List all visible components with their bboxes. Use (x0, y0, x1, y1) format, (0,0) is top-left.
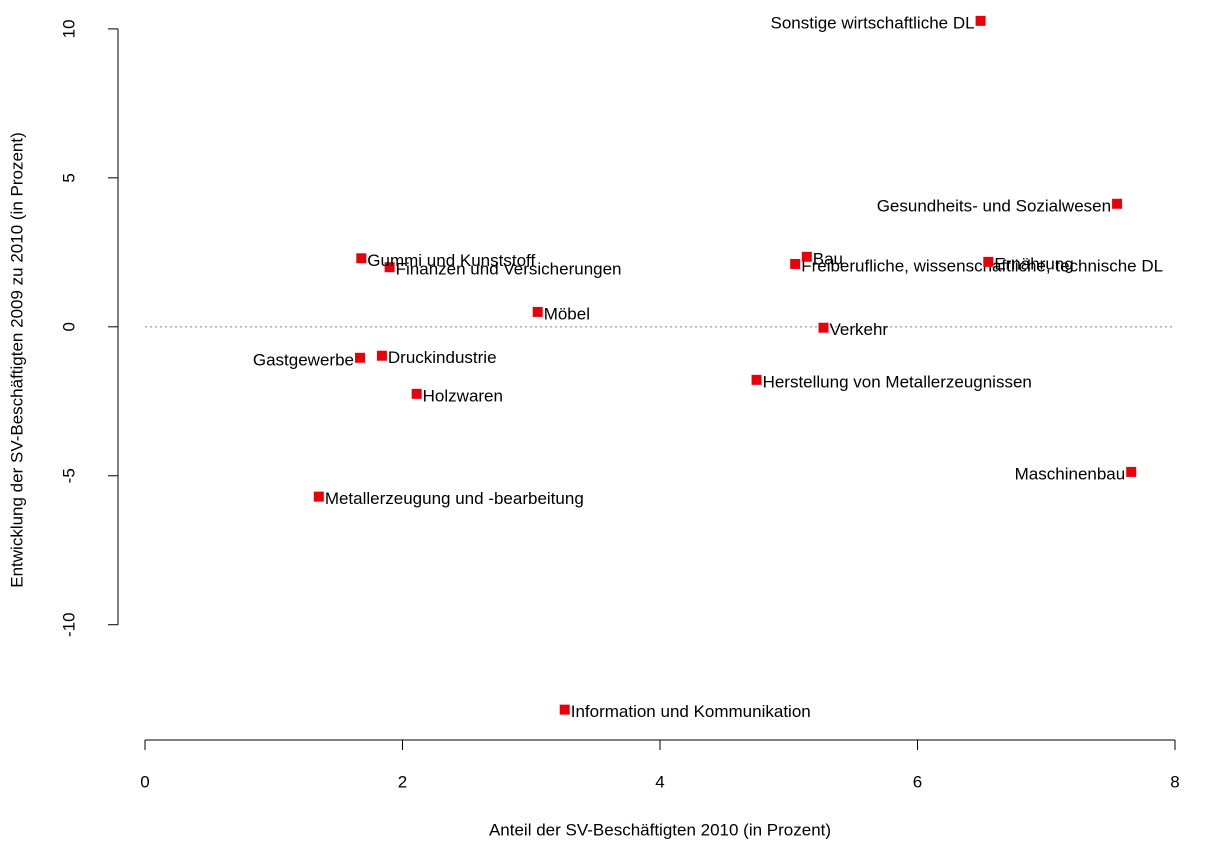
y-tick-label: 10 (59, 19, 78, 38)
point-label: Druckindustrie (388, 348, 497, 367)
point-label: Herstellung von Metallerzeugnissen (763, 372, 1032, 391)
point-label: Information und Kommunikation (571, 702, 811, 721)
y-tick-label: -5 (59, 468, 78, 483)
point-label: Metallerzeugung und -bearbeitung (325, 489, 584, 508)
point-label: Gastgewerbe (253, 350, 354, 369)
point-label: Bau (813, 249, 843, 268)
point (559, 704, 570, 715)
y-tick-label: -10 (59, 612, 78, 637)
x-tick-label: 0 (140, 772, 149, 791)
y-tick-label: 5 (59, 173, 78, 182)
point (1126, 466, 1137, 477)
point-label: Freiberufliche, wissenschaftliche, techn… (801, 256, 1163, 275)
point (411, 388, 422, 399)
point-label: Gummi und Kunststoff (367, 251, 535, 270)
point (818, 322, 829, 333)
point (801, 251, 812, 262)
point-label: Holzwaren (423, 386, 503, 405)
point-label: Finanzen und Versicherungen (396, 260, 622, 279)
x-axis-title: Anteil der SV-Beschäftigten 2010 (in Pro… (489, 820, 831, 839)
point-label: Sonstige wirtschaftliche DL (770, 13, 974, 32)
point-label: Verkehr (830, 320, 889, 339)
point-label: Möbel (544, 304, 590, 323)
point (384, 262, 395, 273)
point (983, 256, 994, 267)
point (313, 491, 324, 502)
x-tick-label: 4 (655, 772, 664, 791)
point (975, 15, 986, 26)
point (376, 350, 387, 361)
point (532, 306, 543, 317)
point-label: Ernährung (994, 254, 1073, 273)
x-tick-label: 2 (398, 772, 407, 791)
point (356, 253, 367, 264)
point (751, 374, 762, 385)
y-axis-title: Entwicklung der SV-Beschäftigten 2009 zu… (7, 132, 26, 588)
point-label: Maschinenbau (1015, 464, 1126, 483)
point (355, 352, 366, 363)
point (1112, 198, 1123, 209)
point-label: Gesundheits- und Sozialwesen (877, 196, 1111, 215)
x-tick-label: 8 (1170, 772, 1179, 791)
point (790, 258, 801, 269)
x-tick-label: 6 (913, 772, 922, 791)
y-tick-label: 0 (59, 322, 78, 331)
